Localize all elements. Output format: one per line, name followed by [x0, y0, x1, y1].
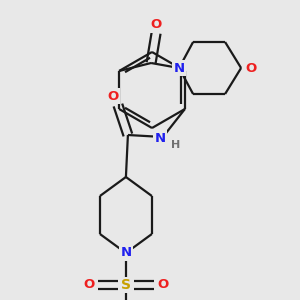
- Text: N: N: [173, 61, 185, 74]
- Text: N: N: [154, 131, 166, 145]
- Text: O: O: [83, 278, 94, 292]
- Text: O: O: [151, 19, 162, 32]
- Text: H: H: [171, 140, 181, 150]
- Text: O: O: [107, 89, 118, 103]
- Text: O: O: [245, 61, 257, 74]
- Text: N: N: [120, 247, 131, 260]
- Text: S: S: [121, 278, 131, 292]
- Text: O: O: [157, 278, 169, 292]
